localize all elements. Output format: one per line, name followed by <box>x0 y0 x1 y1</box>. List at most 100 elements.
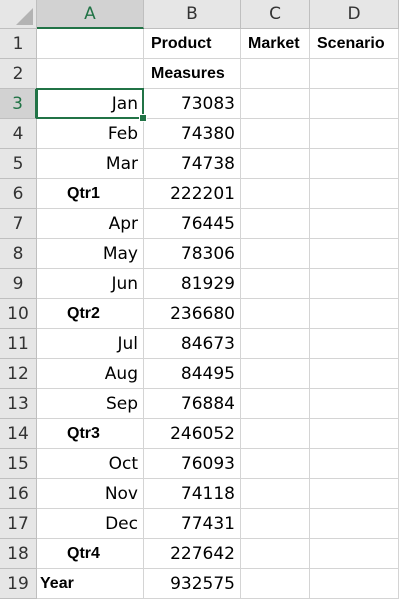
cell-c2[interactable] <box>241 59 310 89</box>
row-header-15[interactable]: 15 <box>0 449 37 479</box>
value-cell[interactable]: 76884 <box>144 389 241 419</box>
member-label-cell[interactable]: Year <box>37 569 144 599</box>
product-dimension-cell[interactable]: Product <box>144 29 241 59</box>
value-cell[interactable]: 74118 <box>144 479 241 509</box>
row-header-16[interactable]: 16 <box>0 479 37 509</box>
cell-d8[interactable] <box>310 239 399 269</box>
member-label-cell[interactable]: Oct <box>37 449 144 479</box>
value-cell[interactable]: 74738 <box>144 149 241 179</box>
fill-handle[interactable] <box>139 114 147 122</box>
cell-c19[interactable] <box>241 569 310 599</box>
cell-c18[interactable] <box>241 539 310 569</box>
cell-d5[interactable] <box>310 149 399 179</box>
cell-c10[interactable] <box>241 299 310 329</box>
column-header-b[interactable]: B <box>144 0 241 29</box>
row-header-5[interactable]: 5 <box>0 149 37 179</box>
cell-d12[interactable] <box>310 359 399 389</box>
row-header-18[interactable]: 18 <box>0 539 37 569</box>
measures-dimension-cell[interactable]: Measures <box>144 59 241 89</box>
cell-c15[interactable] <box>241 449 310 479</box>
cell-d17[interactable] <box>310 509 399 539</box>
row-header-7[interactable]: 7 <box>0 209 37 239</box>
cell-c17[interactable] <box>241 509 310 539</box>
value-cell[interactable]: 76445 <box>144 209 241 239</box>
value-cell[interactable]: 227642 <box>144 539 241 569</box>
member-label-cell[interactable]: Feb <box>37 119 144 149</box>
value-cell[interactable]: 236680 <box>144 299 241 329</box>
row-header-10[interactable]: 10 <box>0 299 37 329</box>
member-label-cell[interactable]: Sep <box>37 389 144 419</box>
cell-d2[interactable] <box>310 59 399 89</box>
row-header-19[interactable]: 19 <box>0 569 37 599</box>
cell-c9[interactable] <box>241 269 310 299</box>
cell-d11[interactable] <box>310 329 399 359</box>
member-label-cell[interactable]: Mar <box>37 149 144 179</box>
cell-a2[interactable] <box>37 59 144 89</box>
member-label-cell[interactable]: Nov <box>37 479 144 509</box>
cell-d16[interactable] <box>310 479 399 509</box>
value-cell[interactable]: 84673 <box>144 329 241 359</box>
row-header-12[interactable]: 12 <box>0 359 37 389</box>
row-header-6[interactable]: 6 <box>0 179 37 209</box>
row-header-4[interactable]: 4 <box>0 119 37 149</box>
member-label-cell[interactable]: Jul <box>37 329 144 359</box>
cell-c6[interactable] <box>241 179 310 209</box>
column-header-d[interactable]: D <box>310 0 399 29</box>
value-cell[interactable]: 222201 <box>144 179 241 209</box>
cell-d19[interactable] <box>310 569 399 599</box>
row-header-9[interactable]: 9 <box>0 269 37 299</box>
cell-c4[interactable] <box>241 119 310 149</box>
cell-d10[interactable] <box>310 299 399 329</box>
cell-c12[interactable] <box>241 359 310 389</box>
value-cell[interactable]: 77431 <box>144 509 241 539</box>
cell-d13[interactable] <box>310 389 399 419</box>
member-label-cell[interactable]: Qtr4 <box>37 539 144 569</box>
cell-c3[interactable] <box>241 89 310 119</box>
row-header-1[interactable]: 1 <box>0 29 37 59</box>
value-cell[interactable]: 76093 <box>144 449 241 479</box>
cell-c13[interactable] <box>241 389 310 419</box>
cell-c8[interactable] <box>241 239 310 269</box>
cell-d3[interactable] <box>310 89 399 119</box>
value-cell[interactable]: 78306 <box>144 239 241 269</box>
value-cell[interactable]: 73083 <box>144 89 241 119</box>
member-label-cell[interactable]: Apr <box>37 209 144 239</box>
cell-a1[interactable] <box>37 29 144 59</box>
row-header-11[interactable]: 11 <box>0 329 37 359</box>
cell-c14[interactable] <box>241 419 310 449</box>
value-cell[interactable]: 74380 <box>144 119 241 149</box>
value-cell[interactable]: 84495 <box>144 359 241 389</box>
row-header-13[interactable]: 13 <box>0 389 37 419</box>
member-label-cell[interactable]: Dec <box>37 509 144 539</box>
cell-d14[interactable] <box>310 419 399 449</box>
value-cell[interactable]: 81929 <box>144 269 241 299</box>
row-header-2[interactable]: 2 <box>0 59 37 89</box>
member-label-cell[interactable]: Jan <box>37 89 144 119</box>
scenario-dimension-cell[interactable]: Scenario <box>310 29 399 59</box>
member-label-cell[interactable]: Qtr1 <box>37 179 144 209</box>
cell-d6[interactable] <box>310 179 399 209</box>
row-header-14[interactable]: 14 <box>0 419 37 449</box>
column-header-c[interactable]: C <box>241 0 310 29</box>
member-label-cell[interactable]: Jun <box>37 269 144 299</box>
member-label-cell[interactable]: Qtr2 <box>37 299 144 329</box>
cell-d4[interactable] <box>310 119 399 149</box>
row-header-17[interactable]: 17 <box>0 509 37 539</box>
row-header-8[interactable]: 8 <box>0 239 37 269</box>
cell-d9[interactable] <box>310 269 399 299</box>
cell-d18[interactable] <box>310 539 399 569</box>
cell-c5[interactable] <box>241 149 310 179</box>
member-label-cell[interactable]: Aug <box>37 359 144 389</box>
member-label-cell[interactable]: May <box>37 239 144 269</box>
cell-d7[interactable] <box>310 209 399 239</box>
value-cell[interactable]: 246052 <box>144 419 241 449</box>
value-cell[interactable]: 932575 <box>144 569 241 599</box>
market-dimension-cell[interactable]: Market <box>241 29 310 59</box>
row-header-3[interactable]: 3 <box>0 89 37 119</box>
select-all-corner[interactable] <box>0 0 37 29</box>
column-header-a[interactable]: A <box>37 0 144 29</box>
cell-c7[interactable] <box>241 209 310 239</box>
cell-d15[interactable] <box>310 449 399 479</box>
cell-c16[interactable] <box>241 479 310 509</box>
